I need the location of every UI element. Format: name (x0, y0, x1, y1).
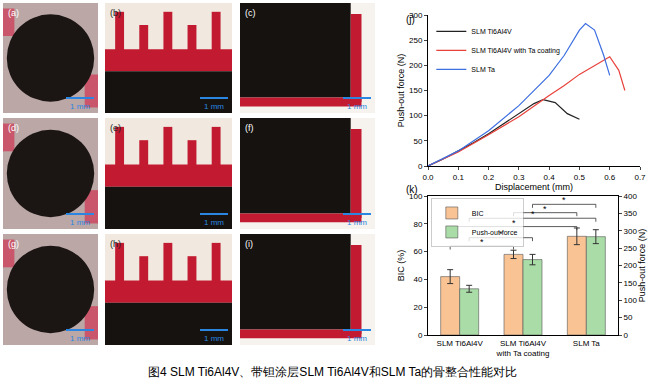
svg-text:0.7: 0.7 (634, 173, 646, 182)
svg-text:(g): (g) (8, 239, 19, 249)
svg-text:Push-out force: Push-out force (472, 229, 518, 236)
svg-text:1 mm: 1 mm (204, 334, 224, 343)
svg-text:100: 100 (409, 192, 423, 201)
svg-text:0.1: 0.1 (453, 173, 465, 182)
svg-text:1 mm: 1 mm (70, 218, 90, 227)
svg-text:*: * (562, 195, 566, 205)
svg-text:300: 300 (624, 227, 638, 236)
svg-text:BIC (%): BIC (%) (396, 250, 406, 282)
svg-text:SLM Ti6Al4V: SLM Ti6Al4V (437, 339, 484, 348)
svg-text:0.6: 0.6 (604, 173, 616, 182)
svg-text:图4 SLM Ti6Al4V、带钽涂层SLM Ti6Al4V: 图4 SLM Ti6Al4V、带钽涂层SLM Ti6Al4V和SLM Ta的骨整… (148, 365, 517, 379)
svg-text:300: 300 (409, 11, 423, 20)
svg-text:SLM Ti6Al4V: SLM Ti6Al4V (471, 28, 512, 35)
svg-text:350: 350 (624, 209, 638, 218)
svg-text:(k): (k) (406, 184, 418, 195)
svg-text:1 mm: 1 mm (204, 102, 224, 111)
svg-text:100: 100 (409, 111, 423, 120)
svg-text:200: 200 (409, 61, 423, 70)
svg-text:SLM Ta: SLM Ta (471, 66, 495, 73)
svg-text:60: 60 (413, 247, 422, 256)
svg-text:SLM Ti6Al4Vwith Ta coating: SLM Ti6Al4Vwith Ta coating (496, 339, 550, 358)
svg-text:1 mm: 1 mm (347, 218, 367, 227)
svg-text:(e): (e) (110, 123, 121, 133)
svg-text:Displacement (mm): Displacement (mm) (495, 182, 573, 192)
svg-text:0.2: 0.2 (483, 173, 495, 182)
svg-text:(c): (c) (245, 8, 256, 18)
svg-text:0.5: 0.5 (574, 173, 586, 182)
svg-text:*: * (512, 218, 516, 228)
svg-text:0: 0 (418, 331, 423, 340)
svg-text:(i): (i) (245, 239, 253, 249)
svg-text:1 mm: 1 mm (347, 334, 367, 343)
svg-text:40: 40 (413, 275, 422, 284)
svg-text:0.4: 0.4 (544, 173, 556, 182)
svg-text:Push-out force (N): Push-out force (N) (396, 54, 406, 128)
svg-text:Push-out force (N): Push-out force (N) (637, 229, 647, 303)
svg-text:(j): (j) (406, 14, 415, 25)
svg-text:250: 250 (409, 36, 423, 45)
svg-text:50: 50 (624, 313, 633, 322)
svg-text:(h): (h) (110, 239, 121, 249)
svg-text:1 mm: 1 mm (204, 218, 224, 227)
svg-text:100: 100 (624, 296, 638, 305)
svg-text:250: 250 (624, 244, 638, 253)
svg-text:*: * (543, 204, 547, 214)
svg-text:SLM Ti6Al4V with Ta coating: SLM Ti6Al4V with Ta coating (471, 47, 560, 55)
svg-text:150: 150 (409, 86, 423, 95)
svg-text:SLM Ta: SLM Ta (573, 339, 601, 348)
svg-text:50: 50 (413, 137, 422, 146)
svg-text:(b): (b) (110, 8, 121, 18)
svg-text:0.0: 0.0 (422, 173, 434, 182)
svg-text:20: 20 (413, 303, 422, 312)
svg-text:1 mm: 1 mm (347, 102, 367, 111)
svg-text:(a): (a) (8, 8, 19, 18)
svg-text:80: 80 (413, 220, 422, 229)
svg-text:200: 200 (624, 261, 638, 270)
svg-text:400: 400 (624, 192, 638, 201)
svg-text:*: * (531, 209, 535, 219)
svg-text:*: * (499, 229, 503, 239)
svg-text:0.3: 0.3 (513, 173, 525, 182)
svg-text:0: 0 (418, 162, 423, 171)
svg-text:1 mm: 1 mm (70, 102, 90, 111)
svg-text:(d): (d) (8, 123, 19, 133)
svg-text:0: 0 (624, 331, 629, 340)
svg-text:150: 150 (624, 279, 638, 288)
svg-text:BIC: BIC (472, 210, 484, 217)
svg-text:1 mm: 1 mm (70, 334, 90, 343)
svg-text:(f): (f) (245, 123, 254, 133)
svg-text:*: * (480, 237, 484, 247)
